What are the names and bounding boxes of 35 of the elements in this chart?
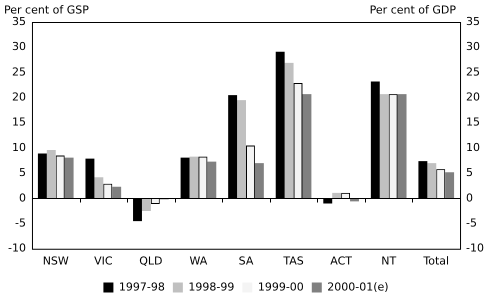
y-axis-title: Per cent of GSP <box>4 3 90 16</box>
y-tick-label: 35 <box>12 14 26 28</box>
x-tick-label: ACT <box>330 254 352 268</box>
y-tick-label: 30 <box>12 40 26 54</box>
y-tick-label: 0 <box>18 191 26 204</box>
legend-label: 1997-98 <box>118 280 165 294</box>
y2-axis-title: Per cent of GDP <box>370 3 456 16</box>
x-tick-label: Total <box>422 254 450 268</box>
y-tick-label: 15 <box>12 116 26 129</box>
y-tick-label: 10 <box>12 140 26 154</box>
x-tick-label: VIC <box>94 254 113 268</box>
y2-tick-label: 10 <box>466 140 480 154</box>
x-tick-label: WA <box>190 254 208 268</box>
legend-label: 2000-01(e) <box>327 280 389 294</box>
x-tick-label: NSW <box>42 254 69 268</box>
y2-tick-label: 30 <box>466 40 480 54</box>
y2-tick-label: 0 <box>466 191 474 204</box>
y-tick-label: 20 <box>12 90 26 104</box>
y2-tick-label: -10 <box>466 242 484 255</box>
y2-tick-label: 25 <box>466 65 480 78</box>
y2-tick-label: 35 <box>466 14 480 28</box>
y-tick-label: -10 <box>8 242 26 255</box>
x-tick-label: QLD <box>139 254 163 268</box>
y-tick-label: 5 <box>18 166 26 180</box>
legend-label: 1999-00 <box>258 280 304 294</box>
x-tick-label: NT <box>381 254 396 268</box>
y-tick-label: -5 <box>15 216 26 230</box>
y-tick-label: 25 <box>12 65 26 78</box>
x-tick-label: SA <box>238 254 254 268</box>
y2-tick-label: 15 <box>466 116 480 129</box>
y2-tick-label: -5 <box>466 216 478 230</box>
x-tick-label: TAS <box>282 254 304 268</box>
y2-tick-label: 5 <box>466 166 474 180</box>
legend-label: 1998-99 <box>188 280 234 294</box>
y2-tick-label: 20 <box>466 90 480 104</box>
